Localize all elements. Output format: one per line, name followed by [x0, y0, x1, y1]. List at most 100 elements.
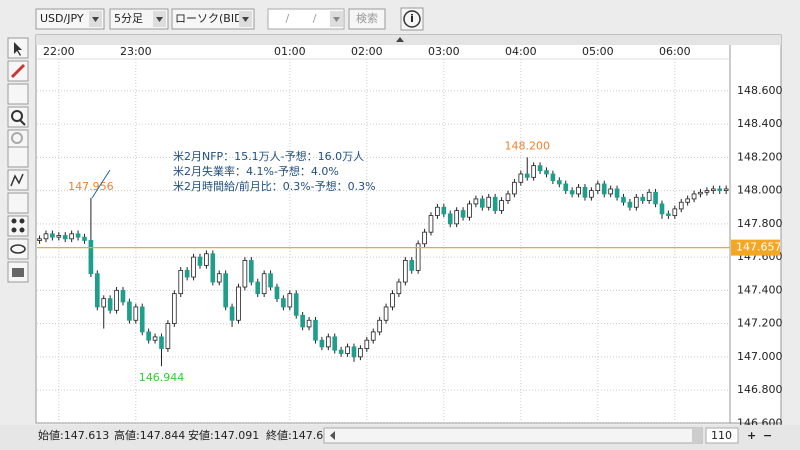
candle-body: [171, 293, 177, 324]
candle-body: [43, 233, 49, 240]
search: 検索: [356, 11, 378, 25]
candle-body: [608, 188, 613, 195]
candle-body: [377, 319, 382, 333]
info-icon: [403, 10, 421, 28]
toolbar: USD/JPY 5分足 ローソク(BID) / / 検索 i: [35, 7, 424, 31]
x-tick-label: 23:00: [120, 45, 152, 58]
chart-type: ローソク(BID): [175, 12, 247, 25]
candle-body: [75, 233, 81, 238]
arrow-icon: [156, 17, 163, 22]
dots-icon: [11, 218, 17, 224]
candle-body: [69, 233, 74, 240]
tool-button[interactable]: [7, 146, 29, 168]
search-button[interactable]: [348, 8, 386, 30]
candle-body: [691, 193, 697, 200]
candle-body: [345, 346, 350, 354]
candle-body: [467, 203, 472, 218]
candle-body: [409, 260, 415, 271]
candle-body: [422, 231, 427, 245]
x-tick-label: 05:00: [582, 45, 614, 58]
candle-body: [531, 165, 536, 178]
candle-body: [640, 196, 646, 201]
status-item: 終値:147.661: [266, 428, 337, 442]
candle-body: [589, 190, 594, 198]
y-tick-label: 148.200: [737, 150, 783, 163]
zoom-field[interactable]: [705, 427, 739, 444]
candle-body: [627, 201, 633, 208]
collapse-icon: [396, 37, 404, 42]
x-tick-label: 01:00: [274, 45, 306, 58]
candle-body: [595, 183, 601, 192]
candle-body: [82, 236, 87, 241]
candle-body: [447, 213, 453, 225]
candle-body: [698, 191, 703, 195]
y-tick-label: 147.200: [737, 317, 783, 330]
candle-body: [454, 210, 459, 225]
candle-body: [582, 186, 588, 198]
candle-body: [576, 186, 581, 195]
candle-body: [473, 198, 479, 205]
candle-body: [646, 191, 652, 201]
symbol-select[interactable]: [35, 8, 105, 30]
zoom-icon: [11, 132, 23, 144]
y-tick-label: 147.400: [737, 283, 783, 296]
candle-body: [319, 339, 325, 348]
plot: 146.600146.800147.000147.200147.400147.6…: [37, 45, 783, 429]
candle-body: [127, 301, 132, 321]
symbol: USD/JPY: [40, 12, 84, 25]
candle-body: [621, 196, 626, 203]
dots-icon: [19, 227, 25, 233]
candle-body: [120, 289, 126, 303]
candle-body: [659, 203, 665, 215]
arrow-icon: [333, 17, 340, 22]
y-tick-label: 147.000: [737, 350, 783, 363]
dots-icon: [11, 227, 17, 233]
candle-body: [56, 235, 62, 238]
candle-body: [435, 206, 440, 216]
tool-button[interactable]: [7, 215, 29, 237]
scrollbar[interactable]: [323, 427, 703, 444]
candle-body: [479, 198, 485, 208]
zoom: 110: [711, 429, 732, 442]
candle-body: [512, 181, 517, 195]
dots-icon: [19, 218, 25, 224]
date-field[interactable]: [267, 8, 345, 30]
candle-body: [268, 273, 273, 288]
scroll-left[interactable]: [330, 431, 335, 440]
y-tick-label: 146.800: [737, 383, 783, 396]
status-item: 安値:147.091: [188, 428, 259, 442]
arrow-icon: [92, 17, 99, 22]
zoom-in[interactable]: +: [747, 429, 756, 442]
candle-body: [197, 256, 203, 266]
scroll-thumb[interactable]: [692, 429, 701, 442]
charttype-select[interactable]: [171, 8, 255, 30]
candle-body: [210, 253, 216, 283]
candle-body: [358, 348, 363, 358]
zoom-out[interactable]: −: [763, 429, 772, 442]
candle-body: [216, 273, 222, 283]
tool-button[interactable]: [7, 83, 29, 105]
tool-button[interactable]: [7, 238, 29, 260]
candle-body: [248, 260, 254, 283]
y-tick-label: 148.000: [737, 184, 783, 197]
candle-body: [383, 306, 389, 321]
zoom-icon: [11, 110, 23, 122]
candle-body: [306, 319, 312, 328]
timeframe: 5分足: [114, 12, 143, 25]
price-annotation: 148.200: [504, 139, 550, 152]
candle-body: [178, 269, 184, 295]
news-line: 米2月時間給/前月比：0.3%-予想：0.3%: [173, 179, 376, 193]
candle-body: [261, 273, 267, 295]
tool-button[interactable]: [7, 192, 29, 214]
candle-body: [537, 165, 543, 172]
current-price: 147.657: [736, 241, 782, 254]
candle-body: [563, 183, 569, 192]
info: i: [410, 12, 414, 25]
candle-body: [287, 293, 293, 308]
candle-body: [653, 191, 658, 205]
candle-body: [293, 293, 299, 316]
candle-body: [370, 331, 376, 341]
candle-body: [723, 188, 729, 192]
collapse-bar[interactable]: [36, 35, 781, 45]
